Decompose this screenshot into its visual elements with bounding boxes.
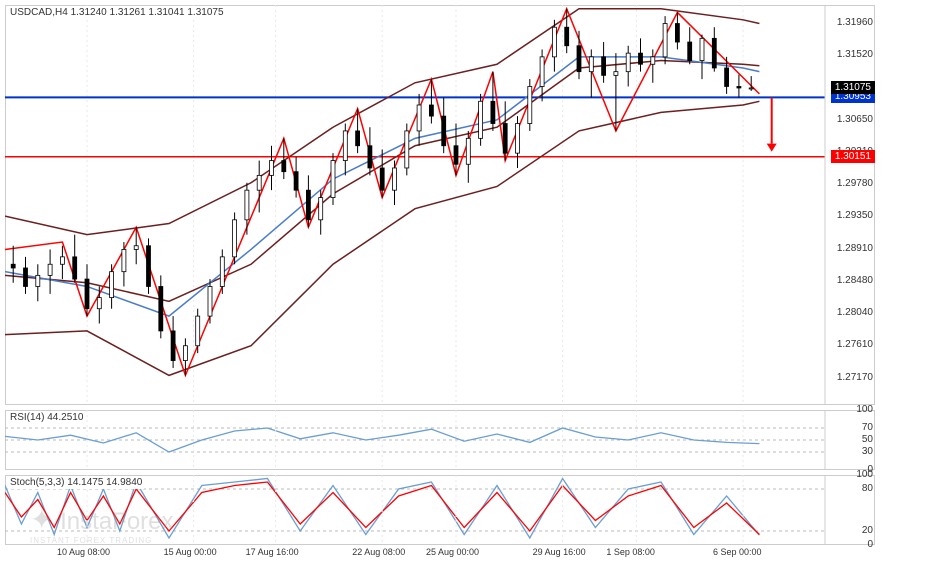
y-tick-label: 1.27610 [837, 339, 873, 350]
y-tick-label: 1.28480 [837, 275, 873, 286]
y-tick-label: 1.27170 [837, 372, 873, 383]
y-tick-label: 1.31520 [837, 49, 873, 60]
symbol-header: USDCAD,H4 1.31240 1.31261 1.31041 1.3107… [8, 6, 226, 19]
x-tick-label: 29 Aug 16:00 [533, 547, 586, 573]
symbol-name: USDCAD,H4 [10, 7, 68, 18]
stoch-y-tick: 100 [856, 469, 873, 480]
stoch-y-tick: 80 [862, 483, 873, 494]
rsi-y-tick: 30 [862, 446, 873, 457]
watermark-sub: INSTANT FOREX TRADING [30, 536, 174, 545]
stoch-y-tick: 20 [862, 525, 873, 536]
main-chart-svg [5, 5, 875, 405]
watermark-text: InstaForex [60, 508, 173, 535]
x-tick-label: 6 Sep 00:00 [713, 547, 762, 573]
rsi-label: RSI(14) 44.2510 [8, 411, 85, 424]
current-price-badge: 1.31075 [831, 81, 875, 94]
rsi-y-tick: 100 [856, 404, 873, 415]
y-tick-label: 1.29780 [837, 178, 873, 189]
y-tick-label: 1.29350 [837, 210, 873, 221]
y-tick-label: 1.28910 [837, 243, 873, 254]
rsi-y-tick: 50 [862, 434, 873, 445]
x-tick-label: 17 Aug 16:00 [246, 547, 299, 573]
watermark: ✦ InstaForex INSTANT FOREX TRADING [30, 503, 174, 545]
rsi-svg [5, 410, 875, 470]
y-tick-label: 1.31960 [837, 17, 873, 28]
price-level-badge: 1.30151 [831, 150, 875, 163]
stoch-label: Stoch(5,3,3) 14.1475 14.9840 [8, 476, 144, 489]
x-tick-label: 25 Aug 00:00 [426, 547, 479, 573]
ohlc-values: 1.31240 1.31261 1.31041 1.31075 [71, 7, 224, 18]
x-tick-label: 15 Aug 00:00 [164, 547, 217, 573]
rsi-y-tick: 70 [862, 422, 873, 433]
x-tick-label: 1 Sep 08:00 [606, 547, 655, 573]
y-tick-label: 1.30650 [837, 114, 873, 125]
x-tick-label: 22 Aug 08:00 [352, 547, 405, 573]
y-tick-label: 1.28040 [837, 307, 873, 318]
stoch-y-tick: 0 [867, 539, 873, 550]
x-tick-label: 10 Aug 08:00 [57, 547, 110, 573]
